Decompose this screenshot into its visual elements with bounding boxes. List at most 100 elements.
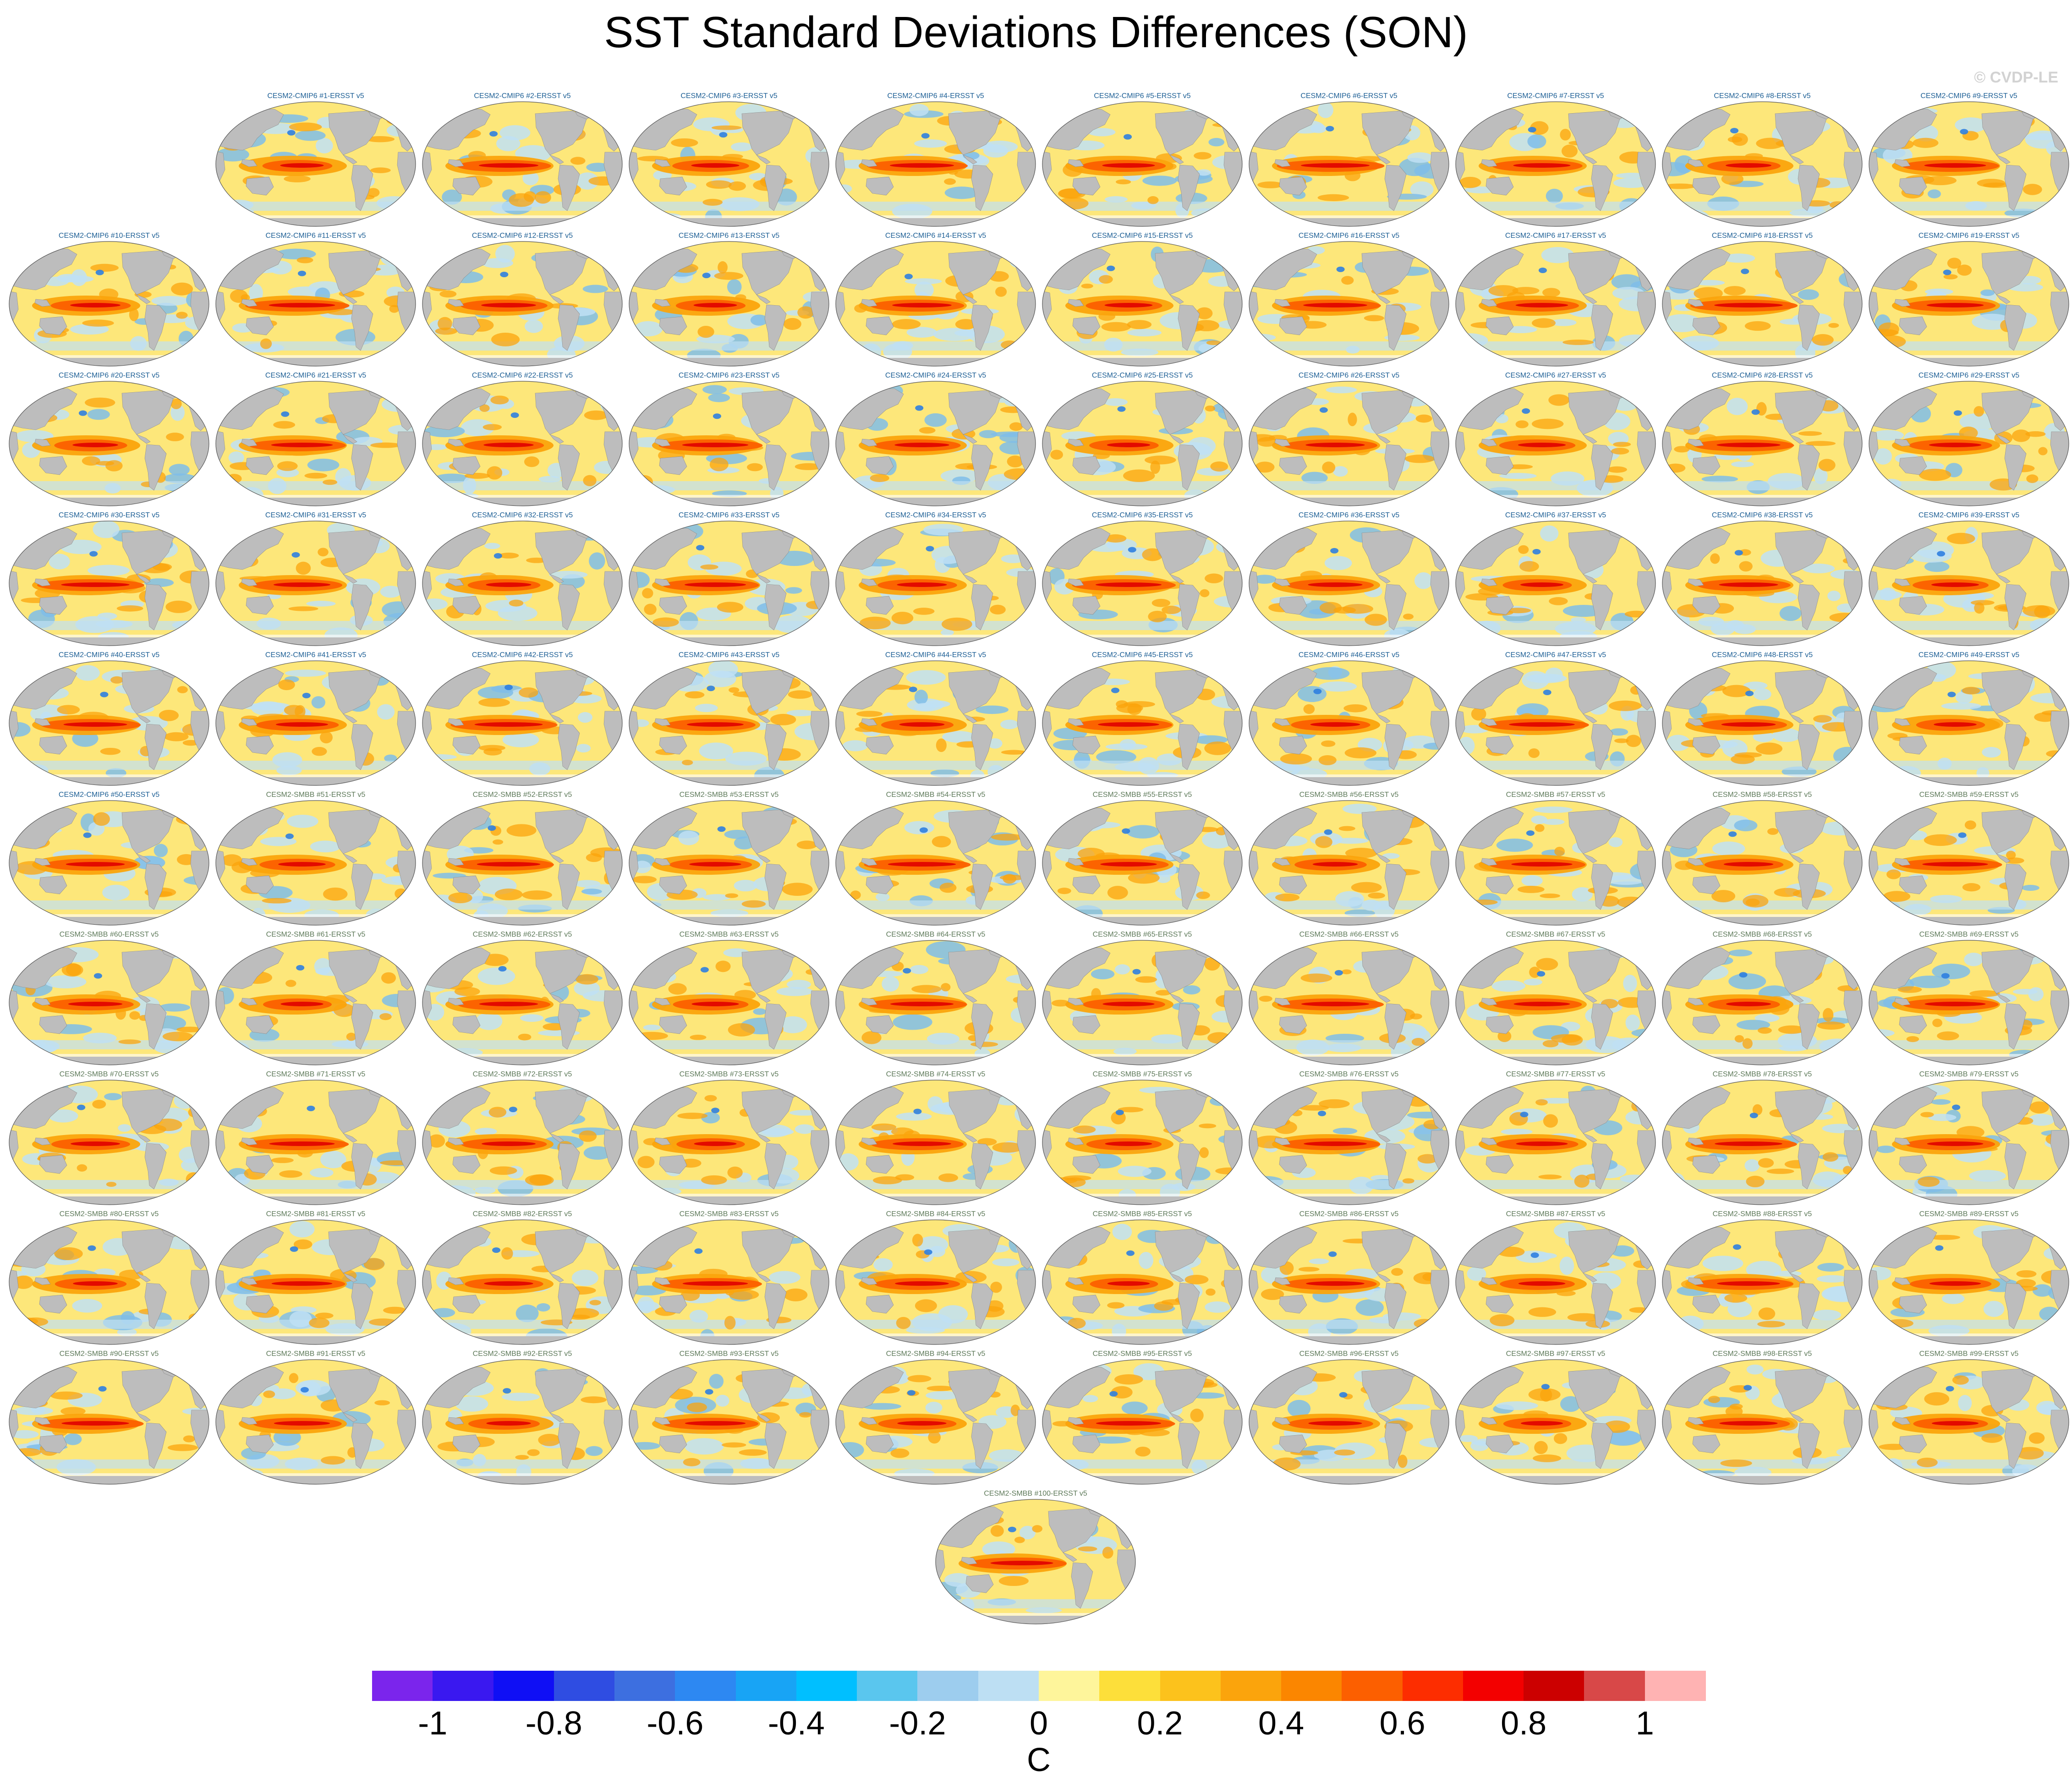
map-panel: CESM2-CMIP6 #47-ERSST v5 (1455, 651, 1656, 788)
world-map (1042, 660, 1243, 786)
world-map (1662, 381, 1863, 506)
map-panel: CESM2-CMIP6 #49-ERSST v5 (1868, 651, 2070, 788)
map-panel: CESM2-SMBB #88-ERSST v5 (1661, 1210, 1863, 1347)
colorbar-swatch (978, 1671, 1039, 1701)
world-map (422, 101, 623, 227)
panel-title: CESM2-CMIP6 #19-ERSST v5 (1918, 232, 2020, 240)
colorbar-units-label: C (1027, 1742, 1051, 1778)
panel-title: CESM2-SMBB #86-ERSST v5 (1299, 1210, 1399, 1218)
colorbar-swatch (796, 1671, 857, 1701)
colorbar-swatch (857, 1671, 918, 1701)
colorbar-swatch (493, 1671, 554, 1701)
map-panel: CESM2-CMIP6 #6-ERSST v5 (1248, 92, 1450, 229)
panel-title: CESM2-CMIP6 #38-ERSST v5 (1711, 511, 1813, 519)
watermark: © CVDP-LE (1974, 69, 2058, 86)
map-panel: CESM2-SMBB #83-ERSST v5 (628, 1210, 830, 1347)
world-map (1249, 660, 1449, 786)
map-panel: CESM2-CMIP6 #26-ERSST v5 (1248, 371, 1450, 509)
map-panel: CESM2-CMIP6 #36-ERSST v5 (1248, 511, 1450, 648)
panel-title: CESM2-SMBB #65-ERSST v5 (1092, 931, 1192, 938)
map-panel: CESM2-SMBB #51-ERSST v5 (215, 790, 417, 928)
map-panel: CESM2-SMBB #87-ERSST v5 (1455, 1210, 1656, 1347)
world-map (1455, 101, 1656, 227)
map-panel: CESM2-CMIP6 #20-ERSST v5 (8, 371, 210, 509)
world-map (629, 1359, 829, 1485)
map-panel: CESM2-SMBB #75-ERSST v5 (1041, 1070, 1243, 1207)
map-panel: CESM2-CMIP6 #40-ERSST v5 (8, 651, 210, 788)
map-panel: CESM2-SMBB #67-ERSST v5 (1455, 930, 1656, 1068)
world-map (1042, 1219, 1243, 1345)
panel-title: CESM2-SMBB #84-ERSST v5 (886, 1210, 986, 1218)
map-panel: CESM2-CMIP6 #24-ERSST v5 (835, 371, 1036, 509)
world-map (835, 381, 1036, 506)
map-panel: CESM2-SMBB #63-ERSST v5 (628, 930, 830, 1068)
panel-title: CESM2-SMBB #54-ERSST v5 (886, 791, 986, 799)
panel-title: CESM2-CMIP6 #15-ERSST v5 (1091, 232, 1193, 240)
world-map (835, 1080, 1036, 1205)
world-map (629, 940, 829, 1065)
panel-title: CESM2-SMBB #78-ERSST v5 (1712, 1070, 1812, 1078)
map-panel: CESM2-CMIP6 #13-ERSST v5 (628, 231, 830, 369)
map-panel: CESM2-CMIP6 #33-ERSST v5 (628, 511, 830, 648)
panel-title: CESM2-CMIP6 #16-ERSST v5 (1298, 232, 1400, 240)
panel-title: CESM2-SMBB #83-ERSST v5 (679, 1210, 779, 1218)
world-map (1455, 1359, 1656, 1485)
world-map (1869, 1080, 2069, 1205)
map-panel: CESM2-SMBB #60-ERSST v5 (8, 930, 210, 1068)
map-panel: CESM2-SMBB #84-ERSST v5 (835, 1210, 1036, 1347)
map-panel: CESM2-SMBB #59-ERSST v5 (1868, 790, 2070, 928)
world-map (1042, 101, 1243, 227)
panel-title: CESM2-SMBB #59-ERSST v5 (1919, 791, 2019, 799)
colorbar-tick-label: 0.6 (1379, 1705, 1425, 1742)
map-panel: CESM2-CMIP6 #16-ERSST v5 (1248, 231, 1450, 369)
panel-title: CESM2-CMIP6 #42-ERSST v5 (471, 651, 573, 659)
panel-title: CESM2-CMIP6 #18-ERSST v5 (1711, 232, 1813, 240)
colorbar-tick-label: 0.8 (1501, 1705, 1547, 1742)
panel-title: CESM2-CMIP6 #7-ERSST v5 (1507, 92, 1604, 100)
panel-title: CESM2-SMBB #79-ERSST v5 (1919, 1070, 2019, 1078)
world-map (1042, 1080, 1243, 1205)
map-panel: CESM2-SMBB #73-ERSST v5 (628, 1070, 830, 1207)
map-panel: CESM2-CMIP6 #14-ERSST v5 (835, 231, 1036, 369)
panel-title: CESM2-CMIP6 #20-ERSST v5 (58, 372, 160, 379)
world-map (215, 521, 416, 646)
world-map (1042, 940, 1243, 1065)
panel-title: CESM2-CMIP6 #1-ERSST v5 (267, 92, 364, 100)
panel-title: CESM2-SMBB #63-ERSST v5 (679, 931, 779, 938)
map-panel: CESM2-CMIP6 #12-ERSST v5 (422, 231, 623, 369)
world-map (9, 660, 209, 786)
panel-title: CESM2-CMIP6 #13-ERSST v5 (678, 232, 780, 240)
world-map (215, 940, 416, 1065)
world-map (9, 1219, 209, 1345)
world-map (1455, 660, 1656, 786)
panel-title: CESM2-SMBB #95-ERSST v5 (1092, 1350, 1192, 1358)
panel-title: CESM2-CMIP6 #49-ERSST v5 (1918, 651, 2020, 659)
panel-title: CESM2-CMIP6 #6-ERSST v5 (1300, 92, 1398, 100)
map-panel: CESM2-SMBB #61-ERSST v5 (215, 930, 417, 1068)
panel-title: CESM2-SMBB #51-ERSST v5 (266, 791, 366, 799)
world-map (9, 381, 209, 506)
panel-title: CESM2-CMIP6 #31-ERSST v5 (265, 511, 367, 519)
map-panel: CESM2-SMBB #99-ERSST v5 (1868, 1350, 2070, 1487)
panel-title: CESM2-CMIP6 #45-ERSST v5 (1091, 651, 1193, 659)
world-map (1455, 521, 1656, 646)
colorbar-tick-label: -0.6 (647, 1705, 704, 1742)
world-map (1869, 800, 2069, 926)
world-map (1249, 241, 1449, 367)
colorbar-swatch (614, 1671, 676, 1701)
world-map (1249, 521, 1449, 646)
world-map (629, 1219, 829, 1345)
panel-title: CESM2-CMIP6 #25-ERSST v5 (1091, 372, 1193, 379)
world-map (422, 940, 623, 1065)
world-map (1249, 940, 1449, 1065)
world-map (9, 241, 209, 367)
panel-title: CESM2-CMIP6 #27-ERSST v5 (1505, 372, 1606, 379)
panel-title: CESM2-CMIP6 #50-ERSST v5 (58, 791, 160, 799)
map-panel: CESM2-CMIP6 #39-ERSST v5 (1868, 511, 2070, 648)
panel-title: CESM2-SMBB #100-ERSST v5 (984, 1490, 1087, 1498)
map-panel: CESM2-SMBB #90-ERSST v5 (8, 1350, 210, 1487)
panel-title: CESM2-SMBB #99-ERSST v5 (1919, 1350, 2019, 1358)
map-panel: CESM2-SMBB #80-ERSST v5 (8, 1210, 210, 1347)
colorbar-swatch (1644, 1671, 1706, 1701)
panel-title: CESM2-CMIP6 #4-ERSST v5 (887, 92, 984, 100)
